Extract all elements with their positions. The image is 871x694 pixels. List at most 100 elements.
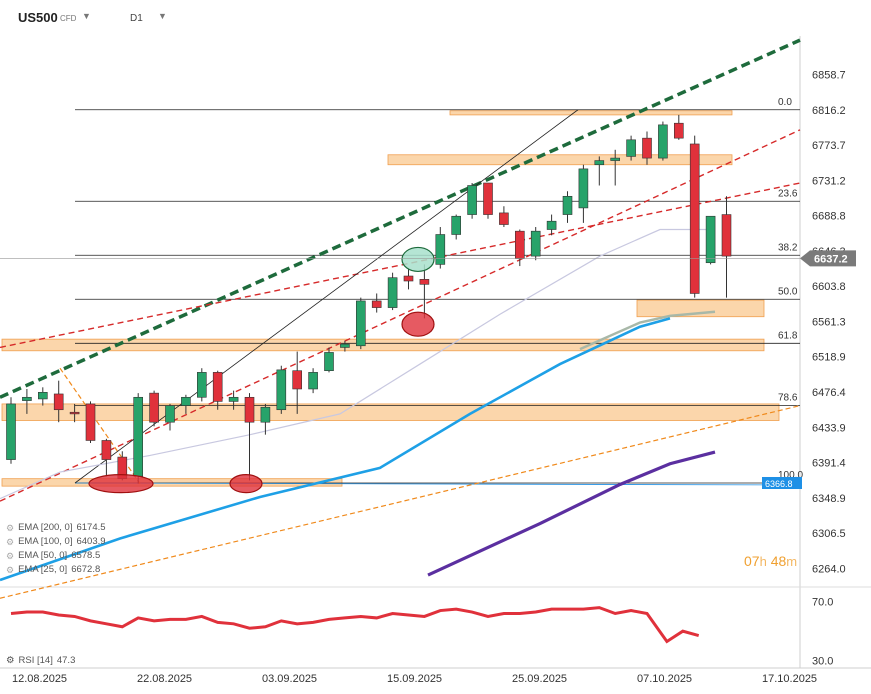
rsi-line <box>10 606 700 644</box>
candle-body <box>101 440 112 460</box>
candle-body <box>689 143 700 294</box>
ema-25-line <box>0 228 715 500</box>
fib-level-label: 78.6 <box>778 393 798 404</box>
candle-body <box>228 396 239 402</box>
fib-level-label: 38.2 <box>778 242 798 253</box>
candle-body <box>292 370 303 390</box>
fib-level-label: 23.6 <box>778 188 798 199</box>
candle-body <box>673 122 684 139</box>
candle-body <box>610 157 621 161</box>
candle-body <box>244 396 255 423</box>
x-tick-label: 03.09.2025 <box>262 673 317 685</box>
fib-100-tag <box>762 476 802 489</box>
legend-row-ema50[interactable]: ⚙ EMA [50, 0] 6578.5 <box>6 550 101 561</box>
y-tick-label: 6773.7 <box>812 140 846 152</box>
fib-level-line <box>74 482 801 486</box>
candle-body <box>467 185 477 215</box>
green-trend-line <box>0 38 801 399</box>
candle-body <box>276 369 287 411</box>
timeframe-label[interactable]: D1 <box>130 13 143 24</box>
fib-100-price-label: 6366.8 <box>765 479 793 489</box>
candle-body <box>594 160 605 166</box>
candle-body <box>197 372 207 398</box>
fib-level-label: 100.0 <box>778 470 803 481</box>
fib-anchor-line <box>74 109 579 484</box>
y-tick-label: 6561.3 <box>812 316 846 328</box>
ema-50-line <box>579 310 716 351</box>
candle-countdown-timer: 07h 48m <box>744 553 798 569</box>
x-tick-label: 07.10.2025 <box>637 673 692 685</box>
x-tick-label: 12.08.2025 <box>12 673 67 685</box>
highlight-ellipse <box>401 311 435 337</box>
fib-level-label: 50.0 <box>778 286 798 297</box>
y-tick-label: 6858.7 <box>812 69 846 81</box>
candle-body <box>133 396 143 477</box>
chart-toolbar: US500 CFD ▼ D1 ▼ <box>0 0 871 36</box>
ema-100-line <box>0 317 671 582</box>
settings-icon[interactable]: ⚙ <box>6 551 15 561</box>
settings-icon[interactable]: ⚙ <box>6 537 15 547</box>
y-tick-label: 6731.2 <box>812 175 846 187</box>
symbol-label[interactable]: US500 <box>18 10 58 25</box>
candle-body <box>658 124 668 159</box>
legend-row-ema25[interactable]: ⚙ EMA [25, 0] 6672.8 <box>6 564 101 575</box>
orange-trend-line <box>59 367 141 484</box>
legend-row-ema200[interactable]: ⚙ EMA [200, 0] 6174.5 <box>6 522 106 533</box>
candle-body <box>260 406 271 423</box>
candle-body <box>6 403 16 460</box>
fib-level-label: 61.8 <box>778 330 798 341</box>
candle-body <box>69 411 80 415</box>
ema-200-line <box>427 450 716 577</box>
y-tick-label: 6816.2 <box>812 105 846 117</box>
candle-body <box>562 195 573 215</box>
y-tick-label: 6348.9 <box>812 493 846 505</box>
y-tick-label: 6306.5 <box>812 528 846 540</box>
candle-body <box>530 230 541 257</box>
support-resistance-zone <box>1 338 765 352</box>
candle-body <box>499 212 509 225</box>
candle-body <box>340 343 350 348</box>
y-tick-label: 6476.4 <box>812 387 846 399</box>
candle-body <box>514 230 525 259</box>
y-tick-label: 6688.8 <box>812 211 846 223</box>
support-resistance-zone <box>1 478 343 487</box>
settings-icon[interactable]: ⚙ <box>6 655 15 666</box>
candle-body <box>451 215 462 235</box>
timeframe-dropdown-icon[interactable]: ▼ <box>158 11 167 21</box>
candle-body <box>212 372 223 402</box>
settings-icon[interactable]: ⚙ <box>6 523 15 533</box>
legend-row-ema100[interactable]: ⚙ EMA [100, 0] 6403.9 <box>6 536 106 547</box>
candle-body <box>403 275 414 282</box>
candle-body <box>308 372 318 390</box>
symbol-dropdown-icon[interactable]: ▼ <box>82 11 91 21</box>
rsi-legend[interactable]: ⚙ RSI [14] 47.3 <box>6 655 76 666</box>
instrument-type-label: CFD <box>60 14 77 23</box>
candle-body <box>324 352 334 372</box>
candle-body <box>578 168 589 209</box>
y-tick-label: 6603.8 <box>812 281 846 293</box>
orange-trend-line <box>0 405 801 599</box>
red-trend-line <box>0 129 801 502</box>
candle-body <box>626 139 636 157</box>
candle-body <box>181 396 191 406</box>
indicator-legend: ⚙ EMA [200, 0] 6174.5 ⚙ EMA [100, 0] 6403.9 … <box>6 521 106 577</box>
candle-body <box>705 215 716 264</box>
support-resistance-zone <box>1 403 780 421</box>
candle-body <box>642 137 652 159</box>
red-trend-line <box>0 182 801 349</box>
settings-icon[interactable]: ⚙ <box>6 565 15 575</box>
rsi-tick-label: 70.0 <box>812 597 833 609</box>
support-resistance-zone <box>449 110 733 116</box>
last-price-label: 6637.2 <box>814 253 848 265</box>
candle-body <box>387 277 398 308</box>
support-resistance-zone <box>636 299 765 318</box>
candle-body <box>85 403 96 441</box>
support-resistance-zone <box>387 154 733 166</box>
y-tick-label: 6391.4 <box>812 458 846 470</box>
fib-level-label: 0.0 <box>778 97 792 108</box>
candle-body <box>37 391 48 400</box>
x-tick-label: 25.09.2025 <box>512 673 567 685</box>
y-tick-label: 6518.9 <box>812 352 846 364</box>
x-tick-label: 17.10.2025 <box>762 673 817 685</box>
